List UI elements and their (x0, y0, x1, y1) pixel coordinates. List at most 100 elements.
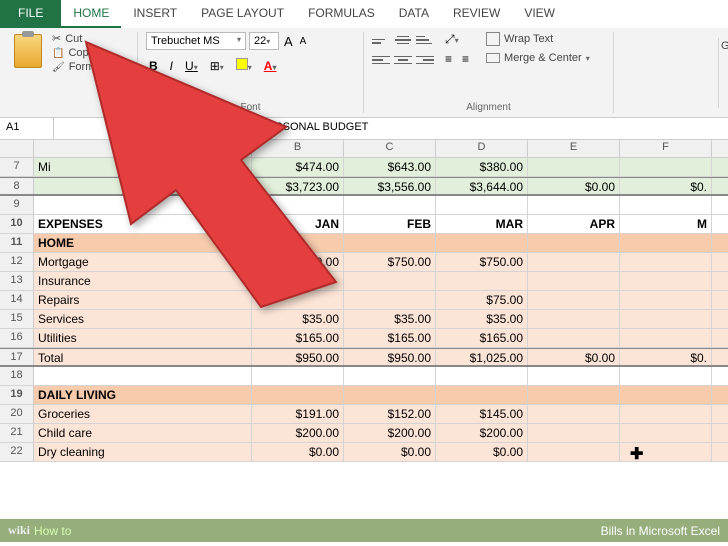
cell[interactable]: $145.00 (436, 405, 528, 423)
cell[interactable]: Child care (34, 424, 252, 442)
cell[interactable] (528, 253, 620, 271)
cell[interactable] (620, 158, 712, 176)
tab-home[interactable]: HOME (61, 0, 121, 28)
align-bottom-button[interactable] (416, 32, 434, 48)
cell[interactable]: Insurance (34, 272, 252, 290)
cell[interactable] (620, 291, 712, 309)
file-tab[interactable]: FILE (0, 0, 61, 28)
cell[interactable]: $35.00 (344, 310, 436, 328)
cell[interactable] (528, 329, 620, 347)
cell[interactable]: $0. (620, 178, 712, 194)
col-header-a[interactable] (34, 140, 252, 157)
cell[interactable] (620, 253, 712, 271)
cell[interactable] (528, 158, 620, 176)
cell[interactable]: $200.00 (252, 424, 344, 442)
cell[interactable]: Mi (34, 158, 252, 176)
cell[interactable]: $750.00 (344, 253, 436, 271)
row-header[interactable]: 18 (0, 367, 34, 385)
tab-view[interactable]: VIEW (512, 0, 567, 28)
font-color-button[interactable]: A▾ (261, 59, 280, 73)
cell[interactable] (528, 196, 620, 214)
cell[interactable] (528, 234, 620, 252)
cell[interactable] (528, 291, 620, 309)
row-header[interactable]: 9 (0, 196, 34, 214)
row-header[interactable]: 11 (0, 234, 34, 252)
name-box[interactable]: A1 (0, 118, 54, 139)
cell[interactable] (620, 329, 712, 347)
cell[interactable] (34, 367, 252, 385)
cell[interactable] (34, 178, 252, 194)
cell[interactable] (344, 196, 436, 214)
cell[interactable]: Mortgage (34, 253, 252, 271)
cell[interactable]: HOME (34, 234, 252, 252)
tab-insert[interactable]: INSERT (121, 0, 189, 28)
cell[interactable]: $750.00 (436, 253, 528, 271)
cell[interactable] (252, 234, 344, 252)
cell[interactable] (436, 196, 528, 214)
cell[interactable] (436, 272, 528, 290)
cell[interactable] (344, 291, 436, 309)
cut-button[interactable]: Cut (52, 32, 120, 45)
cell[interactable]: $1,025.00 (436, 349, 528, 365)
cell[interactable]: $165.00 (344, 329, 436, 347)
cell[interactable] (620, 424, 712, 442)
cell[interactable] (252, 272, 344, 290)
cell[interactable]: $35.00 (436, 310, 528, 328)
row-header[interactable]: 21 (0, 424, 34, 442)
align-left-button[interactable] (372, 52, 390, 68)
cell[interactable] (344, 272, 436, 290)
wrap-text-button[interactable]: Wrap Text (486, 32, 590, 46)
bold-button[interactable]: B (146, 59, 161, 73)
col-header-b[interactable]: B (252, 140, 344, 157)
cell[interactable]: EXPENSES (34, 215, 252, 233)
cell[interactable]: $950.00 (344, 349, 436, 365)
tab-data[interactable]: DATA (387, 0, 441, 28)
cell[interactable]: Repairs (34, 291, 252, 309)
cell[interactable]: $200.00 (436, 424, 528, 442)
row-header[interactable]: 15 (0, 310, 34, 328)
cell[interactable]: $191.00 (252, 405, 344, 423)
cell[interactable]: $474.00 (252, 158, 344, 176)
cell[interactable]: $3,644.00 (436, 178, 528, 194)
decrease-font-button[interactable]: A (298, 36, 309, 47)
cell[interactable] (528, 272, 620, 290)
cell[interactable]: $0. (620, 349, 712, 365)
border-button[interactable]: ⊞▾ (207, 59, 227, 73)
row-header[interactable]: 10 (0, 215, 34, 233)
cell[interactable] (436, 367, 528, 385)
align-top-button[interactable] (372, 32, 390, 48)
row-header[interactable]: 14 (0, 291, 34, 309)
tab-review[interactable]: REVIEW (441, 0, 512, 28)
format-painter-button[interactable]: Format Pa (52, 61, 120, 73)
cell[interactable]: $200.00 (344, 424, 436, 442)
cell[interactable]: $152.00 (344, 405, 436, 423)
cell[interactable]: FEB (344, 215, 436, 233)
cell[interactable]: DAILY LIVING (34, 386, 252, 404)
cell[interactable]: Utilities (34, 329, 252, 347)
cell[interactable] (528, 405, 620, 423)
orientation-button[interactable]: ⤢▾ (442, 32, 462, 48)
cell[interactable]: $0.00 (528, 349, 620, 365)
row-header[interactable]: 7 (0, 158, 34, 176)
cell[interactable] (620, 272, 712, 290)
cell[interactable] (252, 367, 344, 385)
formula-input[interactable]: PERSONAL BUDGET (254, 118, 374, 139)
cell[interactable]: Services (34, 310, 252, 328)
cell[interactable]: Groceries (34, 405, 252, 423)
cell[interactable]: Total (34, 349, 252, 365)
cell[interactable] (620, 386, 712, 404)
row-header[interactable]: 17 (0, 349, 34, 365)
row-header[interactable]: 16 (0, 329, 34, 347)
cell[interactable]: $0.00 (528, 178, 620, 194)
cell[interactable]: $3,723.00 (252, 178, 344, 194)
cell[interactable] (436, 386, 528, 404)
decrease-indent-button[interactable]: ≡ (442, 52, 455, 68)
cell[interactable] (344, 386, 436, 404)
increase-font-button[interactable]: A (282, 34, 295, 49)
align-right-button[interactable] (416, 52, 434, 68)
row-header[interactable]: 13 (0, 272, 34, 290)
col-header-d[interactable]: D (436, 140, 528, 157)
increase-indent-button[interactable]: ≡ (459, 52, 472, 68)
cell[interactable] (528, 386, 620, 404)
cell[interactable] (436, 234, 528, 252)
